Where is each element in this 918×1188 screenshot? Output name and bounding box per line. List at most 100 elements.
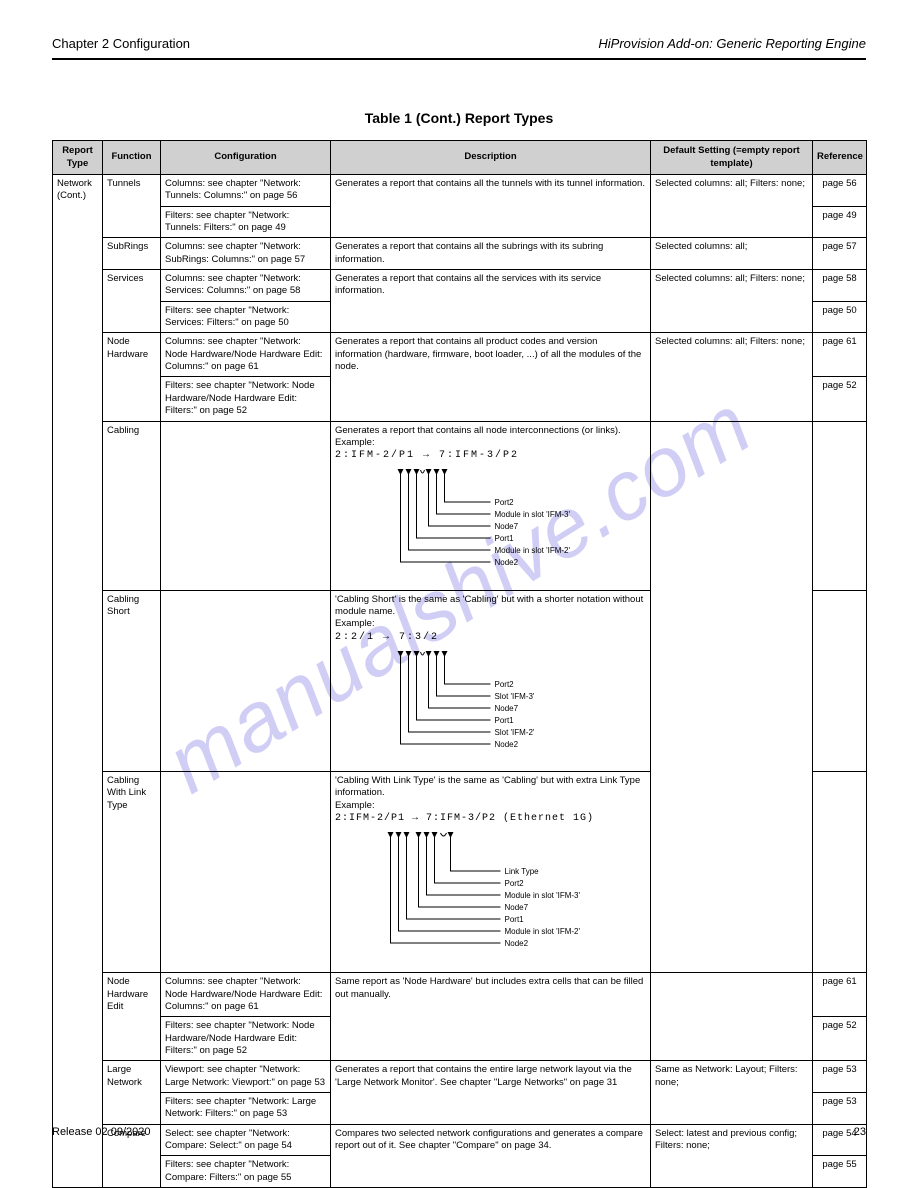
- col-desc: Description: [331, 141, 651, 175]
- diag-label: Port2: [495, 680, 515, 689]
- diag-label: Slot 'IFM-2': [495, 728, 535, 737]
- table-row: Large Network Viewport: see chapter "Net…: [53, 1061, 867, 1093]
- cell-cfg: Viewport: see chapter "Network: Large Ne…: [161, 1061, 331, 1093]
- table-row: Cabling Generates a report that contains…: [53, 421, 867, 590]
- header-left: Chapter 2 Configuration: [52, 36, 190, 51]
- desc-example-title: Example:: [335, 618, 646, 630]
- table-title: Table 1 (Cont.) Report Types: [0, 110, 918, 126]
- cell-ref: [813, 421, 867, 590]
- desc-intro: Generates a report that contains all nod…: [335, 425, 646, 437]
- header-rule: [52, 58, 866, 60]
- cell-ref: [813, 590, 867, 771]
- footer-right: 23: [854, 1126, 866, 1138]
- cell-ref: page 57: [813, 238, 867, 270]
- cell-desc: Generates a report that contains all pro…: [331, 333, 651, 421]
- footer-left: Release 02 09/2020: [52, 1126, 150, 1138]
- cell-def: [651, 973, 813, 1061]
- diag-label: Port1: [495, 534, 515, 543]
- cabling-linktype-diagram: Link Type Port2 Module in slot 'IFM-3' N…: [335, 825, 646, 965]
- cell-func: Cabling Short: [103, 590, 161, 771]
- cell-cfg: Columns: see chapter "Network: Node Hard…: [161, 973, 331, 1017]
- cell-func: Node Hardware: [103, 333, 161, 421]
- diag-label: Port2: [495, 498, 515, 507]
- desc-intro: 'Cabling With Link Type' is the same as …: [335, 775, 646, 800]
- cell-cfg: Filters: see chapter "Network: Node Hard…: [161, 1017, 331, 1061]
- cell-type: Network (Cont.): [53, 175, 103, 1188]
- col-type: Report Type: [53, 141, 103, 175]
- cell-cfg: Filters: see chapter "Network: Tunnels: …: [161, 206, 331, 238]
- cell-ref: page 58: [813, 270, 867, 302]
- diag-label: Node2: [495, 740, 519, 749]
- col-cfg: Configuration: [161, 141, 331, 175]
- diag-label: Link Type: [505, 867, 540, 876]
- cell-desc: Generates a report that contains all the…: [331, 238, 651, 270]
- diag-label: Node2: [505, 939, 529, 948]
- header-right: HiProvision Add-on: Generic Reporting En…: [598, 36, 866, 51]
- cell-func: Services: [103, 270, 161, 333]
- cell-ref: page 49: [813, 206, 867, 238]
- cell-ref: page 61: [813, 333, 867, 377]
- col-func: Function: [103, 141, 161, 175]
- diag-label: Port1: [495, 716, 515, 725]
- cell-cfg: Columns: see chapter "Network: Tunnels: …: [161, 175, 331, 207]
- cell-desc: Compares two selected network configurat…: [331, 1124, 651, 1187]
- table-row: Node Hardware Edit Columns: see chapter …: [53, 973, 867, 1017]
- desc-example-title: Example:: [335, 800, 646, 812]
- cabling-short-diagram: Port2 Slot 'IFM-3' Node7 Port1 Slot 'IFM…: [335, 644, 646, 764]
- cell-cfg: Columns: see chapter "Network: Services:…: [161, 270, 331, 302]
- report-types-table: Report Type Function Configuration Descr…: [52, 140, 867, 1188]
- diag-label: Node2: [495, 558, 519, 567]
- cell-def: Same as Network: Layout; Filters: none;: [651, 1061, 813, 1124]
- cell-desc: 'Cabling With Link Type' is the same as …: [331, 771, 651, 972]
- col-ref: Reference: [813, 141, 867, 175]
- cell-cfg: Columns: see chapter "Network: SubRings:…: [161, 238, 331, 270]
- table-row: Node Hardware Columns: see chapter "Netw…: [53, 333, 867, 377]
- diag-label: Module in slot 'IFM-2': [495, 546, 571, 555]
- cell-cfg: Filters: see chapter "Network: Compare: …: [161, 1156, 331, 1188]
- cell-def: Selected columns: all; Filters: none;: [651, 270, 813, 333]
- cell-def: Selected columns: all; Filters: none;: [651, 333, 813, 421]
- cell-cfg: Filters: see chapter "Network: Large Net…: [161, 1093, 331, 1125]
- cell-func: Node Hardware Edit: [103, 973, 161, 1061]
- cell-cfg: Columns: see chapter "Network: Node Hard…: [161, 333, 331, 377]
- diag-label: Module in slot 'IFM-3': [495, 510, 571, 519]
- cell-desc: Generates a report that contains all nod…: [331, 421, 651, 590]
- cell-ref: [813, 771, 867, 972]
- cell-cfg: [161, 590, 331, 771]
- cell-def: Select: latest and previous config; Filt…: [651, 1124, 813, 1187]
- desc-example: 2:IFM-2/P1 → 7:IFM-3/P2 (Ethernet 1G): [335, 812, 646, 825]
- cabling-diagram: Port2 Module in slot 'IFM-3' Node7 Port1…: [335, 462, 646, 582]
- cell-func: Cabling: [103, 421, 161, 590]
- cell-func: SubRings: [103, 238, 161, 270]
- cell-cfg: Filters: see chapter "Network: Node Hard…: [161, 377, 331, 421]
- diag-label: Module in slot 'IFM-3': [505, 891, 581, 900]
- cell-cfg: Filters: see chapter "Network: Services:…: [161, 301, 331, 333]
- table-row: Services Columns: see chapter "Network: …: [53, 270, 867, 302]
- cell-cfg: [161, 771, 331, 972]
- table-row: SubRings Columns: see chapter "Network: …: [53, 238, 867, 270]
- desc-intro: 'Cabling Short' is the same as 'Cabling'…: [335, 594, 646, 619]
- diag-label: Node7: [495, 704, 519, 713]
- cell-ref: page 52: [813, 1017, 867, 1061]
- table-row: Compare Select: see chapter "Network: Co…: [53, 1124, 867, 1156]
- cell-ref: page 52: [813, 377, 867, 421]
- cell-desc: Generates a report that contains all the…: [331, 270, 651, 333]
- desc-example-title: Example:: [335, 437, 646, 449]
- cell-desc: Same report as 'Node Hardware' but inclu…: [331, 973, 651, 1061]
- table-header-row: Report Type Function Configuration Descr…: [53, 141, 867, 175]
- cell-func: Tunnels: [103, 175, 161, 238]
- cell-def: Selected columns: all; Filters: none;: [651, 175, 813, 238]
- cell-ref: page 61: [813, 973, 867, 1017]
- diag-label: Module in slot 'IFM-2': [505, 927, 581, 936]
- cell-ref: page 55: [813, 1156, 867, 1188]
- desc-example: 2:IFM-2/P1 → 7:IFM-3/P2: [335, 449, 646, 462]
- cell-func: Large Network: [103, 1061, 161, 1124]
- desc-example: 2:2/1 → 7:3/2: [335, 631, 646, 644]
- cell-desc: 'Cabling Short' is the same as 'Cabling'…: [331, 590, 651, 771]
- table-row: Network (Cont.) Tunnels Columns: see cha…: [53, 175, 867, 207]
- diag-label: Port1: [505, 915, 525, 924]
- cell-desc: Generates a report that contains the ent…: [331, 1061, 651, 1124]
- diag-label: Slot 'IFM-3': [495, 692, 535, 701]
- cell-def: [651, 421, 813, 973]
- diag-label: Port2: [505, 879, 525, 888]
